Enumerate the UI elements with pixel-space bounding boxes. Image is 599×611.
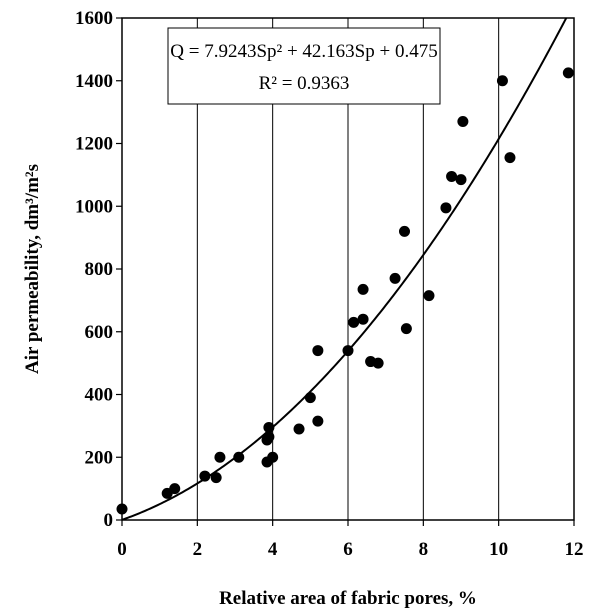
data-point xyxy=(357,283,369,295)
data-point xyxy=(210,472,222,484)
data-point xyxy=(233,451,245,463)
y-tick-label: 400 xyxy=(85,385,114,406)
x-tick-label: 10 xyxy=(489,539,508,560)
x-tick-label: 8 xyxy=(419,539,429,560)
data-point xyxy=(312,345,324,357)
y-tick-label: 800 xyxy=(85,259,114,280)
y-tick-label: 1600 xyxy=(75,8,113,29)
data-point xyxy=(293,423,305,435)
data-point xyxy=(263,421,275,433)
data-point xyxy=(504,152,516,164)
data-point xyxy=(342,345,354,357)
trendline xyxy=(121,17,568,521)
equation-line-2: R² = 0.9363 xyxy=(259,73,350,94)
data-point xyxy=(199,470,211,482)
data-point xyxy=(400,323,412,335)
data-point xyxy=(348,316,360,328)
data-point xyxy=(389,272,401,284)
data-point xyxy=(214,451,226,463)
x-tick-label: 0 xyxy=(117,539,127,560)
data-point xyxy=(455,174,467,186)
y-tick-label: 600 xyxy=(85,322,114,343)
y-tick-label: 200 xyxy=(85,447,114,468)
data-point xyxy=(446,170,458,182)
x-tick-label: 4 xyxy=(268,539,278,560)
y-tick-label: 1400 xyxy=(75,71,113,92)
x-tick-label: 6 xyxy=(343,539,353,560)
data-point xyxy=(267,451,279,463)
data-point xyxy=(372,357,384,369)
data-point xyxy=(357,313,369,325)
x-tick-label: 12 xyxy=(565,539,584,560)
x-axis-title: Relative area of fabric pores, % xyxy=(219,588,477,609)
equation-line-1: Q = 7.9243Sp² + 42.163Sp + 0.475 xyxy=(170,41,437,62)
y-tick-label: 1000 xyxy=(75,196,113,217)
x-tick-label: 2 xyxy=(193,539,203,560)
data-point xyxy=(496,75,508,87)
data-point xyxy=(263,431,275,443)
data-point xyxy=(312,415,324,427)
equation-box: Q = 7.9243Sp² + 42.163Sp + 0.475 R² = 0.… xyxy=(167,27,441,105)
y-axis-title: Air permeability, dm³/m²s xyxy=(22,164,43,374)
trendline-curve xyxy=(121,17,568,521)
data-point xyxy=(457,116,469,128)
y-tick-label: 1200 xyxy=(75,134,113,155)
data-point xyxy=(562,67,574,79)
data-points xyxy=(116,67,574,515)
data-point xyxy=(304,392,316,404)
data-point xyxy=(116,503,128,515)
data-point xyxy=(169,483,181,495)
axis-ticks: 0 2 4 6 8 10 12 0 200 400 600 800 1000 1200 1400 1600 xyxy=(75,8,584,560)
data-point xyxy=(399,225,410,237)
data-point xyxy=(440,202,452,214)
data-point xyxy=(423,290,435,302)
y-tick-label: 0 xyxy=(104,510,114,531)
